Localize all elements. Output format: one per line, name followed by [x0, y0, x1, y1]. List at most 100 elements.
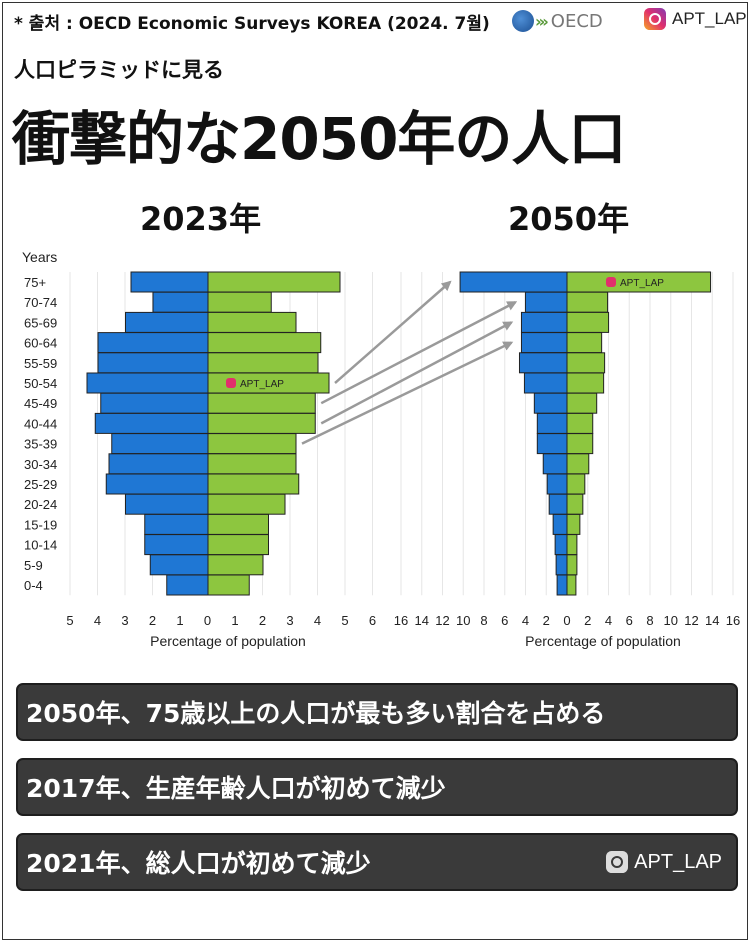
chart-title-2050: 2050年 [508, 200, 630, 238]
bar-male [144, 513, 209, 535]
bar-male [100, 392, 209, 414]
bar-female [207, 412, 316, 434]
arrow [301, 341, 514, 445]
bar-male [144, 534, 209, 556]
source-note: * 출처 : OECD Economic Surveys KOREA (2024… [14, 14, 490, 34]
y-tick-label: 40-44 [24, 416, 57, 431]
bar-female [207, 332, 322, 354]
bar-male [536, 433, 568, 455]
bar-female [566, 453, 590, 475]
chart-title-2023: 2023年 [140, 200, 262, 238]
x-tick-label: 10 [664, 613, 678, 628]
x-tick-label: 3 [286, 613, 293, 628]
bar-female [566, 433, 594, 455]
fact-box: 2017年、生産年齢人口が初めて減少 [16, 758, 738, 816]
instagram-icon [606, 277, 616, 287]
y-tick-label: 65-69 [24, 315, 57, 330]
bar-male [536, 412, 568, 434]
bar-female [207, 574, 250, 596]
bar-male [152, 291, 209, 313]
chevron-right-icon: ››› [535, 11, 549, 31]
chart-watermark: APT_LAP [240, 379, 284, 390]
fact-box: 2050年、75歳以上の人口が最も多い割合を占める [16, 683, 738, 741]
bar-male [548, 493, 568, 515]
fact-text: 2021年、総人口が初めて減少 [26, 849, 371, 878]
bar-female [207, 513, 269, 535]
bar-male [108, 453, 209, 475]
x-tick-label: 5 [66, 613, 73, 628]
bar-female [566, 493, 584, 515]
instagram-icon [226, 378, 236, 388]
arrow [320, 301, 518, 405]
bar-female [207, 554, 264, 576]
globe-icon [512, 10, 534, 32]
bar-male [125, 493, 209, 515]
x-tick-label: 6 [626, 613, 633, 628]
bar-male [97, 352, 209, 374]
y-tick-label: 45-49 [24, 396, 57, 411]
x-tick-label: 4 [94, 613, 101, 628]
y-tick-label: 5-9 [24, 558, 43, 573]
x-tick-label: 14 [705, 613, 719, 628]
bar-female [566, 534, 578, 556]
subtitle: 人口ピラミッドに見る [14, 58, 224, 82]
bar-female [207, 352, 319, 374]
bar-male [149, 554, 209, 576]
x-tick-label: 4 [522, 613, 529, 628]
y-tick-label: 60-64 [24, 336, 57, 351]
chart-watermark: APT_LAP [620, 278, 664, 289]
x-tick-label: 2 [259, 613, 266, 628]
instagram-icon [606, 851, 629, 873]
bar-female [566, 311, 610, 333]
bar-female [207, 473, 300, 495]
x-tick-label: 16 [726, 613, 740, 628]
bar-female [566, 473, 586, 495]
y-tick-label: 20-24 [24, 497, 57, 512]
arrow [320, 321, 514, 425]
x-axis-label: Percentage of population [150, 633, 306, 649]
x-tick-label: 14 [415, 613, 429, 628]
x-tick-label: 5 [341, 613, 348, 628]
bar-male [105, 473, 209, 495]
x-tick-label: 0 [563, 613, 570, 628]
bar-female [566, 513, 581, 535]
bar-male [86, 372, 209, 394]
bar-male [542, 453, 568, 475]
y-tick-label: 70-74 [24, 295, 57, 310]
instagram-icon [644, 8, 666, 30]
x-tick-label: 12 [684, 613, 698, 628]
y-tick-label: 0-4 [24, 578, 43, 593]
y-tick-label: 75+ [24, 275, 46, 290]
x-tick-label: 8 [480, 613, 487, 628]
bar-female [566, 574, 577, 596]
y-tick-label: 30-34 [24, 457, 57, 472]
bar-female [207, 311, 297, 333]
fact-text: 2050年、75歳以上の人口が最も多い割合を占める [26, 699, 606, 728]
x-tick-label: 4 [605, 613, 612, 628]
bar-male [520, 332, 568, 354]
bar-male [556, 574, 568, 596]
y-tick-label: 25-29 [24, 477, 57, 492]
x-tick-label: 10 [456, 613, 470, 628]
y-tick-label: 50-54 [24, 376, 57, 391]
bar-male [125, 311, 209, 333]
bar-male [459, 271, 568, 293]
instagram-handle: APT_LAP [606, 851, 722, 874]
bar-male [546, 473, 568, 495]
bar-female [207, 271, 341, 293]
bar-female [566, 554, 578, 576]
x-tick-label: 6 [369, 613, 376, 628]
bar-female [566, 332, 603, 354]
bar-female [207, 433, 297, 455]
page-title: 衝撃的な2050年の人口 [12, 105, 626, 173]
bar-male [166, 574, 209, 596]
bar-male [554, 534, 568, 556]
bar-male [523, 372, 568, 394]
bar-male [520, 311, 568, 333]
fact-text: 2017年、生産年齢人口が初めて減少 [26, 774, 446, 803]
bar-male [111, 433, 209, 455]
bar-male [533, 392, 568, 414]
y-axis-label: Years [22, 249, 57, 265]
